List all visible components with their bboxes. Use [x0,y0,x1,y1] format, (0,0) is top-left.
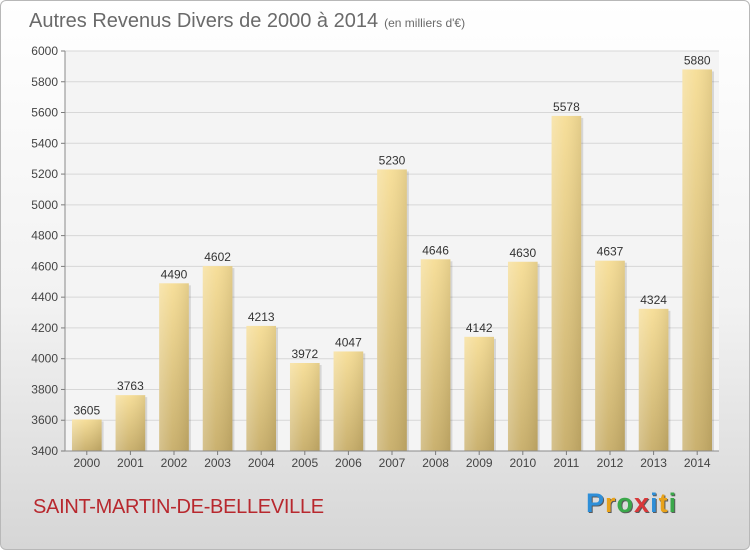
bar-highlight [333,351,364,451]
bar-2003: 4602 [202,250,235,451]
x-tick-label: 2011 [553,456,579,470]
proxiti-logo: Proxiti [586,488,677,519]
bar-highlight [202,266,233,451]
data-label: 3605 [73,403,100,417]
bar-2001: 3763 [115,379,148,451]
data-label: 5880 [684,53,711,67]
data-label: 4324 [640,293,667,307]
data-label: 4646 [422,243,449,257]
bar-2004: 4213 [246,310,279,451]
x-tick-label: 2013 [640,456,667,470]
bar-2014: 5880 [682,53,715,451]
logo-letter: r [605,488,617,518]
y-tick-label: 4400 [31,290,58,304]
x-tick-label: 2005 [291,456,318,470]
bar-highlight [595,260,625,451]
x-tick-label: 2007 [379,456,406,470]
bar-2006: 4047 [333,335,366,451]
bar-2010: 4630 [507,246,540,451]
y-tick-label: 5200 [31,167,58,181]
bar-highlight [551,115,582,451]
x-tick-label: 2004 [248,456,275,470]
x-tick-label: 2006 [335,456,362,470]
bar-2013: 4324 [638,293,671,451]
logo-letter: i [650,488,659,518]
bar-highlight [420,259,451,451]
bar-highlight [159,283,189,451]
bar-highlight [246,325,277,451]
data-label: 3972 [291,347,318,361]
y-tick-label: 5600 [31,106,58,120]
y-tick-label: 4600 [31,259,58,273]
data-label: 5578 [553,100,580,114]
y-tick-label: 6000 [31,44,58,58]
logo-letter: i [668,488,678,518]
data-label: 4490 [161,267,188,281]
x-tick-label: 2002 [161,456,188,470]
y-tick-label: 5800 [31,75,58,89]
x-tick-label: 2000 [73,456,100,470]
data-label: 5230 [379,153,406,167]
bar-2011: 5578 [551,100,584,451]
place-name: SAINT-MARTIN-DE-BELLEVILLE [33,496,324,518]
data-label: 4142 [466,321,493,335]
y-tick-label: 4000 [31,352,58,366]
bar-2002: 4490 [159,267,191,451]
data-label: 4602 [204,250,231,264]
x-tick-label: 2008 [422,456,449,470]
x-tick-label: 2009 [466,456,493,470]
logo-letter: x [634,488,651,518]
bar-2000: 3605 [71,403,104,451]
logo-letter: o [616,488,635,518]
bar-highlight [638,308,669,451]
bar-2007: 5230 [377,153,409,451]
bar-highlight [464,336,495,451]
bar-highlight [507,261,538,451]
y-tick-label: 4800 [31,229,58,243]
bar-highlight [115,395,146,451]
x-tick-label: 2001 [117,456,144,470]
x-axis: 2000 2001 2002 2003 2004 2005 2006 2007 2008 2009… [65,450,719,470]
chart-unit-note: (en milliers d'€) [384,16,466,30]
chart-title-text: Autres Revenus Divers de 2000 à 2014 [29,10,379,32]
bar-highlight [71,419,102,451]
bar-2009: 4142 [464,321,497,451]
data-label: 4047 [335,335,362,349]
bar-highlight [377,169,407,451]
logo-letter: P [586,488,606,518]
bar-highlight [289,363,320,451]
logo-letter: t [658,488,669,518]
y-tick-label: 5000 [31,198,58,212]
data-label: 4637 [597,245,624,259]
x-tick-label: 2003 [204,456,231,470]
data-label: 3763 [117,379,144,393]
data-label: 4213 [248,310,275,324]
y-tick-label: 3800 [31,382,58,396]
bars: 3605 3763 4490 4602 4213 3972 4047 5230 4646 4142… [71,53,715,451]
y-tick-label: 3400 [31,444,58,458]
x-tick-label: 2012 [597,456,624,470]
chart-title: Autres Revenus Divers de 2000 à 2014 (en … [29,10,465,33]
bar-2012: 4637 [595,245,627,451]
x-tick-label: 2014 [684,456,711,470]
bar-2005: 3972 [289,347,322,451]
y-tick-label: 4200 [31,321,58,335]
data-label: 4630 [509,246,536,260]
y-tick-label: 5400 [31,136,58,150]
y-axis: 3400 3600 3800 4000 4200 4400 4600 4800 5000 5200… [31,44,66,458]
y-tick-label: 3600 [31,413,58,427]
bar-highlight [682,69,713,451]
x-tick-label: 2010 [509,456,536,470]
bar-2008: 4646 [420,243,453,451]
